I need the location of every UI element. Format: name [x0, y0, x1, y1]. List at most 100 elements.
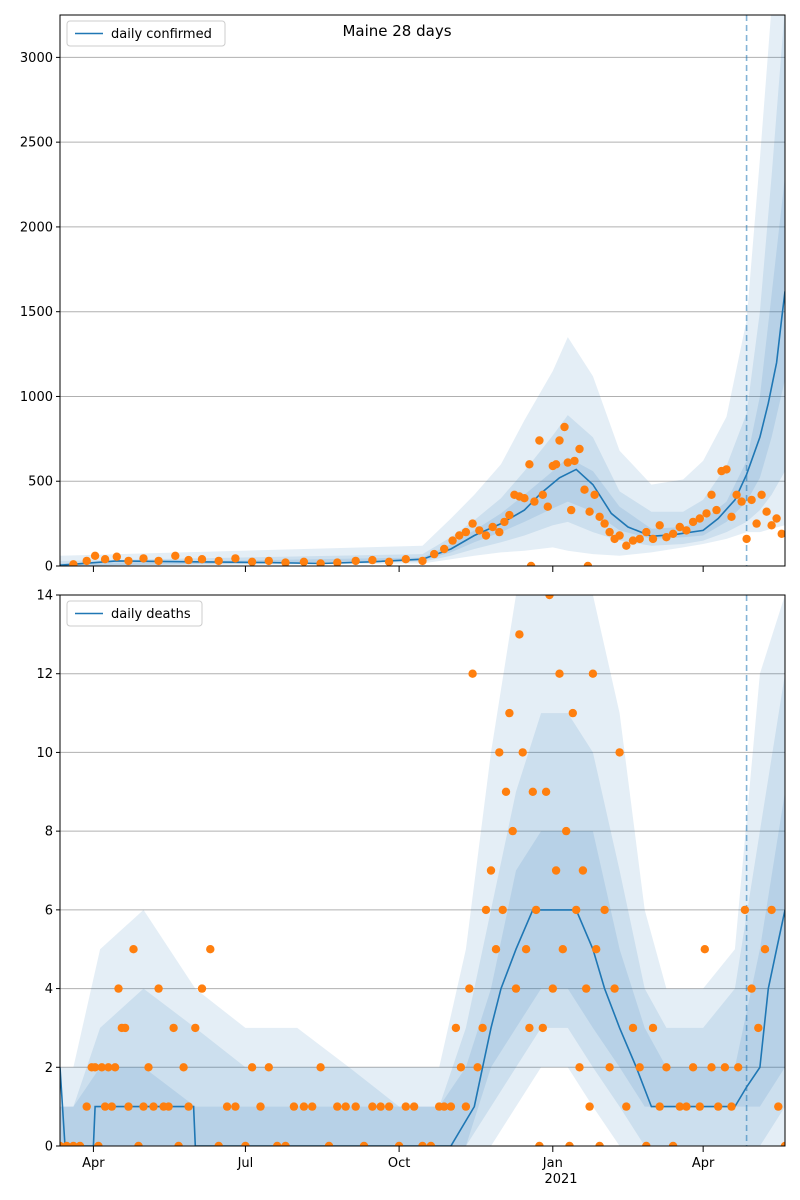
data-point	[281, 1141, 290, 1146]
data-point	[384, 1102, 394, 1111]
data-point	[174, 1141, 183, 1146]
data-point	[495, 748, 504, 757]
data-point	[695, 514, 704, 523]
data-point	[491, 945, 501, 954]
y-tick-label: 6	[45, 903, 53, 918]
data-point	[707, 490, 716, 499]
uncertainty-band	[60, 15, 785, 566]
uncertainty-band	[60, 176, 785, 566]
data-point	[90, 551, 100, 560]
data-point	[384, 557, 394, 566]
x-tick-label: Jan	[542, 1156, 563, 1171]
data-point	[585, 1102, 594, 1111]
data-point	[308, 1102, 317, 1111]
data-point	[478, 1023, 487, 1033]
data-point	[488, 522, 497, 532]
data-point	[562, 826, 571, 836]
data-point	[515, 630, 524, 639]
data-point	[144, 1063, 153, 1072]
data-point	[558, 945, 567, 954]
data-point	[501, 787, 511, 796]
data-point	[595, 1141, 604, 1146]
data-point	[468, 519, 477, 528]
data-point	[256, 1102, 265, 1111]
data-point	[316, 559, 325, 566]
data-point	[675, 1102, 684, 1111]
uncertainty-band	[60, 673, 785, 1146]
plot-area	[60, 595, 785, 1146]
data-point	[570, 456, 579, 466]
data-point	[197, 555, 207, 564]
data-point	[69, 1141, 78, 1146]
data-point	[538, 1023, 547, 1033]
x-tick-label: Apr	[692, 1156, 715, 1171]
data-point	[184, 555, 193, 565]
data-point	[655, 1102, 664, 1111]
data-point	[124, 1102, 133, 1111]
data-point	[206, 945, 215, 954]
data-point	[376, 1102, 385, 1111]
data-point	[520, 494, 529, 503]
data-point	[742, 534, 751, 544]
data-point	[585, 507, 594, 516]
data-point	[179, 1063, 188, 1072]
y-tick-label: 8	[45, 825, 53, 840]
data-point	[100, 1102, 110, 1111]
data-point	[757, 490, 766, 499]
data-point	[191, 1023, 200, 1033]
data-point	[124, 556, 133, 566]
data-point	[281, 558, 290, 566]
data-point	[551, 460, 561, 469]
data-point	[481, 531, 491, 540]
data-point	[222, 1102, 232, 1111]
data-point	[767, 905, 776, 915]
data-point	[610, 984, 619, 993]
data-point	[110, 1063, 120, 1072]
data-point	[468, 669, 477, 678]
data-point	[456, 1063, 466, 1072]
data-point	[440, 1102, 449, 1111]
data-point	[247, 557, 257, 566]
deaths-panel: 0 2 4 6 8 10 12 14 Apr Jul Oct Jan Apr daily deaths	[36, 589, 786, 1171]
data-point	[580, 485, 589, 494]
legend-box	[66, 600, 203, 627]
data-point	[368, 555, 377, 565]
data-point	[112, 552, 122, 561]
data-point	[500, 517, 509, 527]
data-point	[555, 669, 564, 678]
data-point	[600, 905, 609, 915]
data-point	[495, 527, 504, 537]
data-point	[154, 556, 163, 566]
data-point	[139, 554, 148, 563]
data-point	[231, 554, 240, 563]
x-year-label: 2021	[544, 1172, 577, 1187]
data-point	[430, 549, 439, 559]
data-point	[528, 787, 537, 796]
data-point	[727, 512, 736, 521]
data-point	[368, 1102, 377, 1111]
data-point	[426, 1141, 436, 1146]
data-point	[461, 527, 471, 537]
data-point	[299, 557, 309, 566]
data-point	[114, 984, 123, 993]
data-point	[688, 1063, 698, 1072]
data-point	[525, 460, 534, 469]
data-point	[734, 1063, 743, 1072]
y-tick-label: 1500	[20, 305, 53, 320]
data-point	[595, 512, 604, 521]
data-point	[605, 1063, 614, 1072]
data-point	[688, 517, 698, 527]
data-point	[655, 521, 664, 530]
data-point	[543, 502, 552, 511]
data-point	[107, 1102, 117, 1111]
data-point	[605, 527, 614, 537]
data-point	[62, 1141, 71, 1146]
data-point	[94, 1141, 103, 1146]
data-point	[635, 1063, 644, 1072]
data-point	[508, 826, 517, 836]
data-point	[169, 1023, 178, 1033]
data-point	[732, 490, 741, 499]
data-point	[572, 905, 581, 915]
data-point	[538, 490, 547, 499]
confirmed-panel: 0 500 1000 1500 2000 2500 3000 daily confirmed	[20, 14, 786, 575]
